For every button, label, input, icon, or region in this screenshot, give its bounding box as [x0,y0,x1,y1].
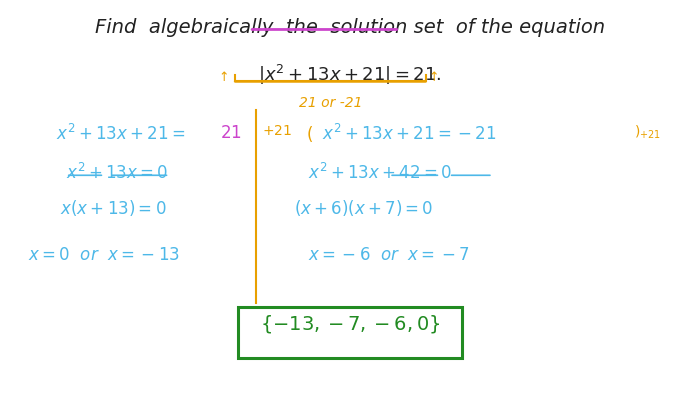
Text: $)_{+21}$: $)_{+21}$ [634,124,661,141]
Text: 21 or -21: 21 or -21 [299,96,362,110]
Text: $(x + 6)(x + 7) = 0$: $(x + 6)(x + 7) = 0$ [294,198,433,219]
Text: Find  algebraically  the  solution set  of the equation: Find algebraically the solution set of t… [95,18,605,37]
Text: $+21$: $+21$ [262,124,293,138]
Text: $x = -6$  or  $x = -7$: $x = -6$ or $x = -7$ [308,246,470,264]
Text: $x^2 + 13x + 21 = $: $x^2 + 13x + 21 = $ [56,124,186,144]
Text: ↑: ↑ [428,71,440,84]
Text: $\{-13,-7,-6,0\}$: $\{-13,-7,-6,0\}$ [260,313,440,335]
Text: $|x^2 +13x + 21| = 21.$: $|x^2 +13x + 21| = 21.$ [258,63,442,87]
Text: $x^2 + 13x + 42 = 0$: $x^2 + 13x + 42 = 0$ [308,163,452,183]
Text: $($: $($ [306,124,313,144]
Text: $x = 0$  or  $x = -13$: $x = 0$ or $x = -13$ [28,246,180,264]
Text: $x^2 + 13x = 0$: $x^2 + 13x = 0$ [66,163,169,183]
Text: $x(x + 13) = 0$: $x(x + 13) = 0$ [60,198,166,219]
Text: $x^2 + 13x + 21 = -21$: $x^2 + 13x + 21 = -21$ [322,124,496,144]
Text: ↑: ↑ [218,71,230,84]
Text: $21$: $21$ [220,124,242,142]
